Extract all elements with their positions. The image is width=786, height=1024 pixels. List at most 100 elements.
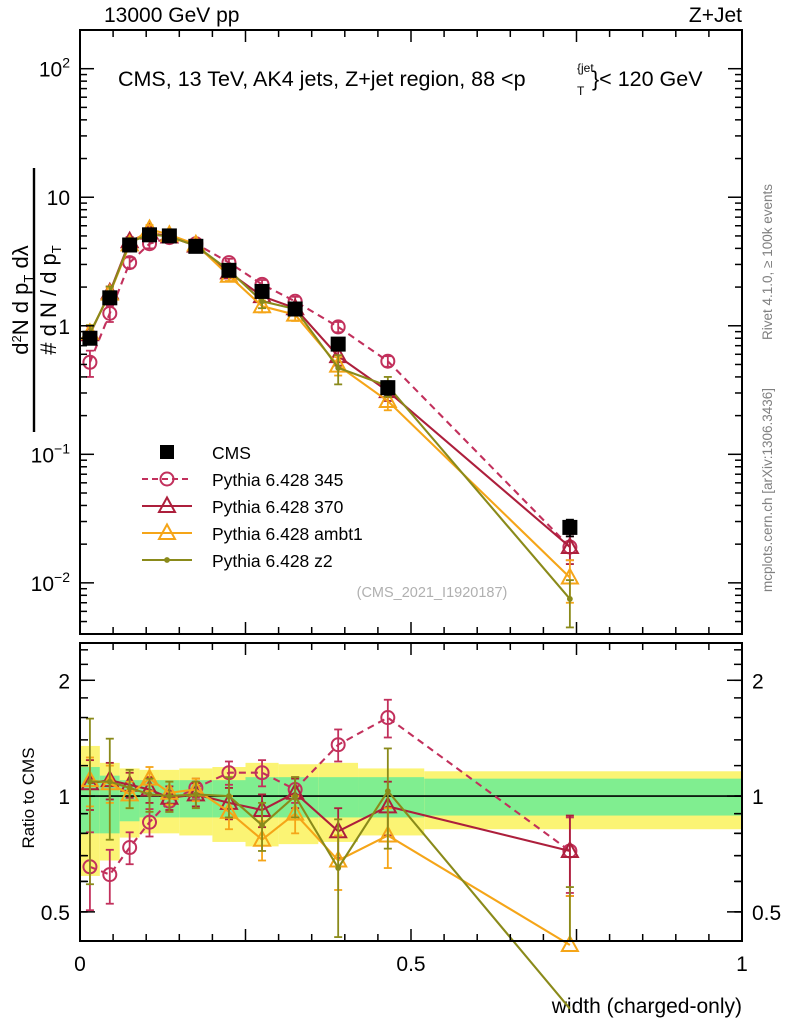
error-bar-p345 bbox=[105, 848, 114, 905]
data-point-z2 bbox=[292, 793, 299, 799]
x-axis-label: width (charged-only) bbox=[551, 995, 742, 1018]
main-y-tick-label: 10−1 bbox=[31, 440, 71, 467]
rivet-version-label: Rivet 4.1.0, ≥ 100k events bbox=[760, 184, 775, 340]
series-line-z2 bbox=[89, 780, 571, 1010]
analysis-id-watermark: (CMS_2021_I1920187) bbox=[357, 585, 508, 601]
y-label-numerator: d2N d pT dλ bbox=[8, 245, 36, 354]
error-bar-p345 bbox=[383, 698, 392, 739]
legend-label-p370: Pythia 6.428 370 bbox=[212, 497, 344, 517]
data-point-p345 bbox=[254, 765, 270, 781]
plot-title: CMS, 13 TeV, AK4 jets, Z+jet region, 88 … bbox=[118, 61, 703, 98]
legend-marker-cms bbox=[160, 445, 174, 459]
header-process-text: Z+Jet bbox=[689, 4, 742, 27]
x-tick-label: 0 bbox=[74, 953, 86, 976]
error-bar-p345 bbox=[258, 759, 267, 788]
data-point-cms bbox=[254, 283, 270, 299]
data-point-p345 bbox=[330, 737, 346, 753]
plot-title-superscript: {jet bbox=[577, 61, 594, 75]
legend-marker-z2 bbox=[164, 557, 170, 563]
ratio-y-tick-label-left: 0.5 bbox=[41, 902, 70, 925]
error-bar-p345 bbox=[334, 728, 343, 763]
data-point-cms bbox=[380, 380, 396, 396]
ratio-y-tick-label-right: 1 bbox=[752, 786, 764, 809]
data-point-p345 bbox=[142, 814, 158, 830]
error-bar-z2 bbox=[334, 818, 343, 938]
legend-marker-p345 bbox=[159, 471, 175, 487]
data-point-z2 bbox=[106, 778, 113, 785]
data-point-z2 bbox=[335, 865, 342, 871]
error-bar-p345 bbox=[125, 831, 134, 866]
data-point-ambt1 bbox=[378, 390, 398, 408]
data-point-p345 bbox=[102, 867, 118, 883]
data-point-cms bbox=[330, 336, 346, 352]
legend-label-p345: Pythia 6.428 345 bbox=[212, 470, 343, 490]
data-point-z2 bbox=[87, 778, 93, 785]
ratio-band-inner bbox=[424, 778, 742, 816]
data-point-cms bbox=[142, 227, 158, 243]
data-point-z2 bbox=[566, 596, 573, 602]
x-tick-label: 1 bbox=[736, 953, 748, 976]
ratio-y-tick-label-left: 2 bbox=[58, 670, 70, 693]
series-line-p345 bbox=[88, 236, 571, 548]
legend: CMS Pythia 6.428 345 Pythia 6.428 370 Pythi… bbox=[142, 443, 363, 571]
data-point-z2 bbox=[126, 785, 133, 791]
legend-marker-p370 bbox=[157, 495, 177, 513]
legend-label-z2: Pythia 6.428 z2 bbox=[212, 551, 333, 571]
ratio-band-inner bbox=[358, 777, 425, 818]
main-y-tick-label: 10−2 bbox=[31, 569, 71, 596]
data-point-p370 bbox=[560, 840, 580, 858]
data-point-p370 bbox=[560, 536, 580, 555]
plot-title-main: CMS, 13 TeV, AK4 jets, Z+jet region, 88 … bbox=[118, 67, 526, 91]
data-point-ambt1 bbox=[252, 295, 272, 314]
plot-title-tail: }< 120 GeV bbox=[592, 67, 703, 91]
data-point-p345 bbox=[102, 305, 118, 321]
ratio-y-tick-label-right: 0.5 bbox=[752, 902, 781, 925]
data-point-z2 bbox=[259, 298, 265, 305]
y-label-denominator: # d N / d pT bbox=[36, 245, 64, 355]
header-beam-text: 13000 GeV pp bbox=[104, 4, 239, 27]
legend-item-z2[interactable]: Pythia 6.428 z2 bbox=[142, 551, 333, 571]
main-y-tick-label: 1 bbox=[58, 316, 70, 339]
error-bar-z2 bbox=[85, 717, 94, 886]
data-point-p345 bbox=[380, 710, 396, 726]
data-point-z2 bbox=[384, 788, 391, 795]
ratio-y-tick-label-right: 2 bbox=[752, 670, 764, 693]
legend-item-p345[interactable]: Pythia 6.428 345 bbox=[142, 470, 343, 490]
y-axis-label: d2N d pT dλ # d N / d pT bbox=[8, 168, 64, 432]
data-point-z2 bbox=[192, 791, 199, 798]
data-point-z2 bbox=[146, 791, 153, 798]
main-y-tick-label: 102 bbox=[39, 55, 70, 82]
mcplots-credit-label: mcplots.cern.ch [arXiv:1306.3436] bbox=[760, 388, 775, 592]
legend-item-ambt1[interactable]: Pythia 6.428 ambt1 bbox=[142, 522, 363, 544]
legend-marker-ambt1 bbox=[157, 522, 177, 540]
data-point-cms bbox=[287, 301, 303, 317]
data-point-z2 bbox=[226, 793, 232, 799]
data-point-z2 bbox=[259, 822, 265, 829]
data-point-cms bbox=[102, 290, 118, 306]
data-point-cms bbox=[122, 237, 138, 253]
data-point-cms bbox=[562, 519, 578, 535]
data-point-p345 bbox=[330, 319, 346, 335]
legend-item-p370[interactable]: Pythia 6.428 370 bbox=[142, 495, 344, 517]
data-point-cms bbox=[188, 238, 204, 254]
ratio-y-tick-label-left: 1 bbox=[58, 786, 70, 809]
error-bar-z2 bbox=[383, 747, 392, 850]
error-bar-z2 bbox=[565, 579, 574, 629]
data-point-cms bbox=[221, 262, 237, 278]
data-point-p345 bbox=[82, 354, 98, 370]
data-point-z2 bbox=[335, 365, 342, 371]
ratio-panel: 2 2 1 1 0.5 0.5 0 0.5 1 bbox=[41, 642, 781, 1010]
legend-label-cms: CMS bbox=[212, 443, 251, 463]
legend-item-cms[interactable]: CMS bbox=[160, 443, 251, 463]
legend-label-ambt1: Pythia 6.428 ambt1 bbox=[212, 524, 363, 544]
data-point-p345 bbox=[122, 840, 138, 856]
data-point-ambt1 bbox=[285, 803, 305, 821]
data-point-z2 bbox=[166, 793, 173, 799]
data-point-p345 bbox=[380, 353, 396, 369]
plot-title-subscript: T bbox=[577, 84, 585, 98]
main-panel: 102 10 1 10−1 10−2 bbox=[31, 29, 743, 635]
main-y-tick-label: 10 bbox=[47, 187, 70, 210]
data-point-ambt1 bbox=[560, 934, 580, 953]
